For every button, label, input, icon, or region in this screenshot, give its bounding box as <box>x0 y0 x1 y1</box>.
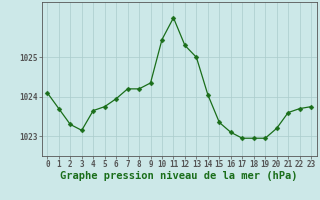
X-axis label: Graphe pression niveau de la mer (hPa): Graphe pression niveau de la mer (hPa) <box>60 171 298 181</box>
